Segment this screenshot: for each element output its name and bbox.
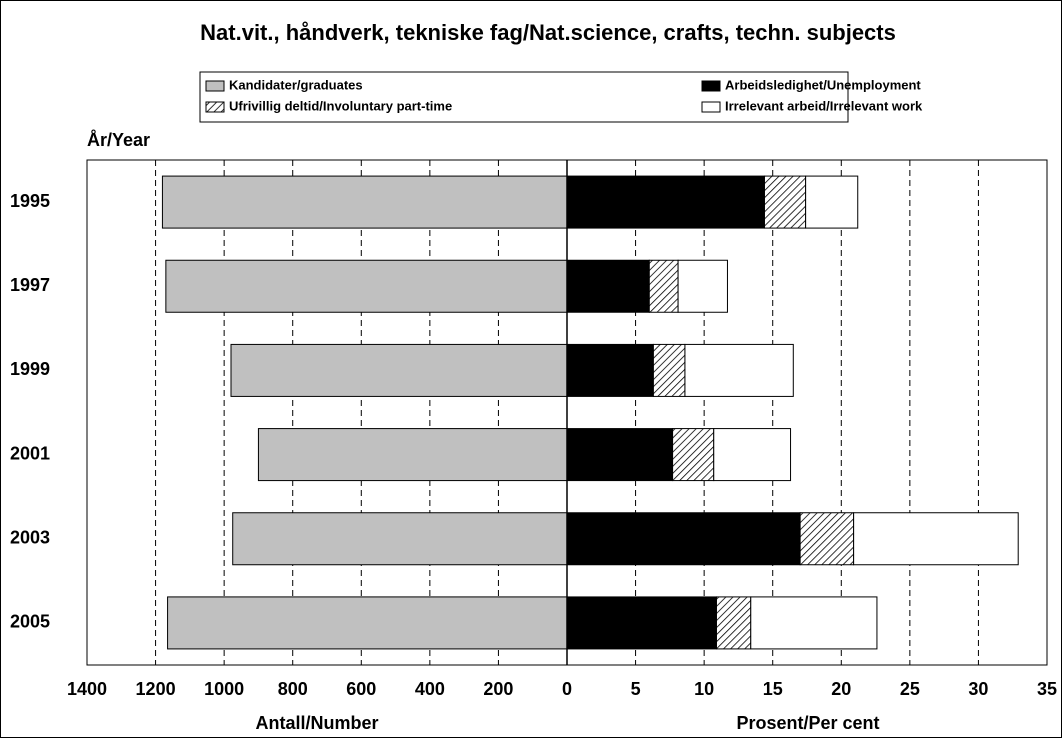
y-tick-label: 2005: [10, 612, 50, 632]
x-tick-label: 1200: [136, 679, 176, 699]
bar: [167, 596, 568, 650]
x-tick-label: 800: [278, 679, 308, 699]
bar: [648, 259, 679, 313]
bar: [805, 175, 859, 229]
y-tick-label: 1999: [10, 359, 50, 379]
bar: [257, 428, 568, 482]
y-tick-label: 2003: [10, 528, 50, 548]
bar: [566, 259, 650, 313]
x-tick-label: 200: [483, 679, 513, 699]
bar: [853, 512, 1019, 566]
legend-label: Irrelevant arbeid/Irrelevant work: [725, 98, 923, 113]
bar: [566, 512, 801, 566]
x2-tick-label: 30: [968, 679, 988, 699]
legend-swatch: [701, 101, 721, 113]
bar: [161, 175, 568, 229]
x2-tick-label: 25: [900, 679, 920, 699]
bar: [713, 428, 792, 482]
x-tick-label: 400: [415, 679, 445, 699]
bar: [763, 175, 807, 229]
y-axis-label: År/Year: [87, 130, 150, 150]
y-tick-label: 1997: [10, 275, 50, 295]
bar: [165, 259, 568, 313]
bar: [684, 343, 794, 397]
legend-swatch: [701, 80, 721, 92]
x2-tick-label: 5: [631, 679, 641, 699]
bar: [566, 343, 654, 397]
x2-tick-label: 15: [763, 679, 783, 699]
legend-swatch: [205, 101, 225, 113]
x-tick-label: 1400: [67, 679, 107, 699]
x-tick-label: 1000: [204, 679, 244, 699]
legend-label: Arbeidsledighet/Unemployment: [725, 77, 921, 92]
y-tick-label: 1995: [10, 191, 50, 211]
bar: [566, 596, 717, 650]
x2-tick-label: 10: [694, 679, 714, 699]
bar: [715, 596, 752, 650]
bar: [799, 512, 855, 566]
x-axis-label: Antall/Number: [255, 713, 378, 733]
x-tick-label: 600: [346, 679, 376, 699]
bar: [232, 512, 568, 566]
y-tick-label: 2001: [10, 443, 50, 463]
bar: [750, 596, 878, 650]
legend-label: Ufrivillig deltid/Involuntary part-time: [229, 98, 452, 113]
chart-title: Nat.vit., håndverk, tekniske fag/Nat.sci…: [200, 20, 896, 45]
bar: [230, 343, 568, 397]
bar: [672, 428, 715, 482]
bar: [566, 428, 674, 482]
x2-tick-label: 35: [1037, 679, 1057, 699]
legend-label: Kandidater/graduates: [229, 77, 363, 92]
bar: [566, 175, 765, 229]
x2-tick-label: 0: [562, 679, 572, 699]
legend-swatch: [205, 80, 225, 92]
x2-axis-label: Prosent/Per cent: [736, 713, 879, 733]
legend: [199, 71, 849, 123]
x2-tick-label: 20: [831, 679, 851, 699]
bar: [652, 343, 686, 397]
bar: [677, 259, 728, 313]
